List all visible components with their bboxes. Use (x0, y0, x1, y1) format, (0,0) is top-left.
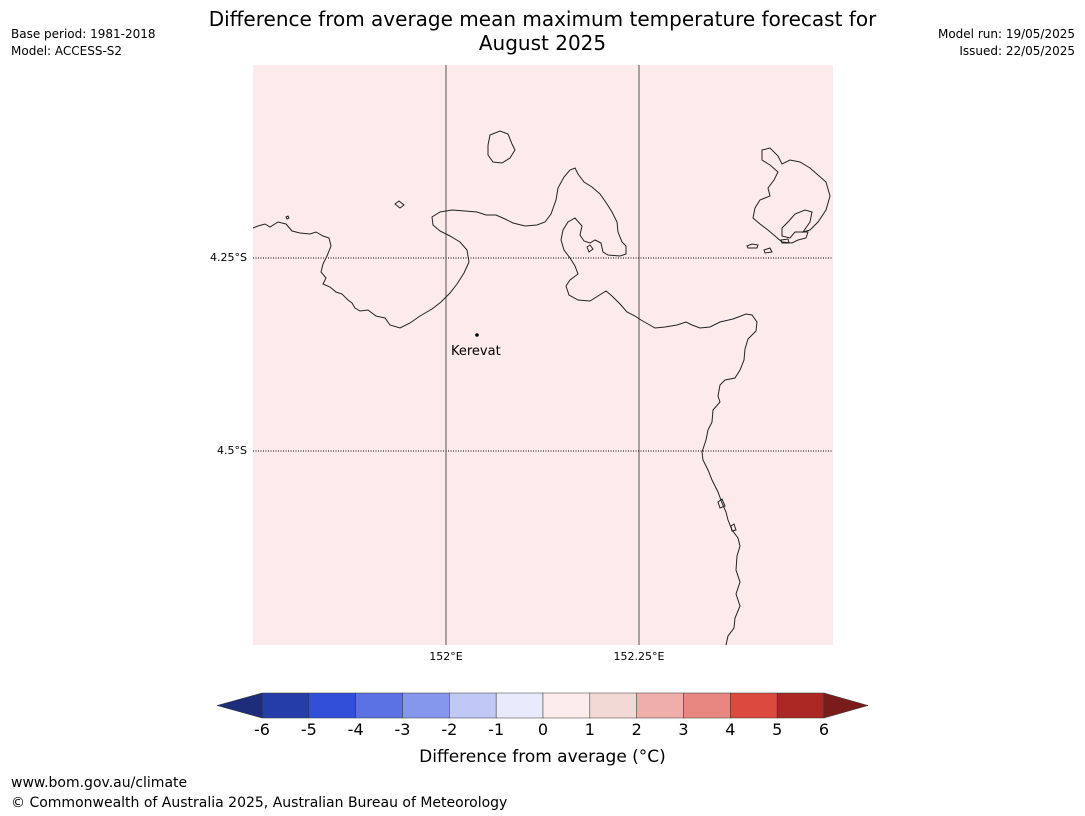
colorbar-tick-label: -5 (300, 720, 317, 739)
island-dot-west (285, 215, 290, 220)
island-east-small2 (763, 247, 773, 254)
base-period-text: Base period: 1981-2018 (11, 27, 156, 41)
colorbar-tick-label: 2 (631, 720, 642, 739)
island-north (487, 130, 516, 164)
colorbar-tick-label: -1 (488, 720, 505, 739)
island-small-west (394, 200, 405, 209)
kerevat-marker (475, 333, 479, 337)
map-title: Difference from average mean maximum tem… (180, 7, 905, 55)
colorbar-tick-label: -3 (394, 720, 411, 739)
coastline-main (252, 167, 758, 646)
lon-label-152: 152°E (429, 650, 463, 663)
colorbar-tick-label: 6 (818, 720, 830, 739)
island-east-small3 (780, 238, 790, 244)
title-line1: Difference from average mean maximum tem… (208, 7, 877, 31)
island-coast-2 (730, 523, 737, 532)
colorbar-tick-label: 3 (678, 720, 689, 739)
colorbar-tick-label: -2 (441, 720, 458, 739)
model-text: Model: ACCESS-S2 (11, 44, 123, 58)
footer-copyright: © Commonwealth of Australia 2025, Austra… (11, 795, 508, 811)
island-east-small4 (586, 244, 594, 253)
meta-right: Model run: 19/05/2025 Issued: 22/05/2025 (938, 26, 1075, 60)
island-east (752, 147, 831, 244)
colorbar-label: Difference from average (°C) (419, 747, 666, 767)
footer-url: www.bom.gov.au/climate (11, 775, 188, 791)
map-background (253, 65, 833, 645)
island-east-small1 (746, 243, 759, 249)
colorbar-tick-label: -6 (254, 720, 270, 739)
island-coast-1 (717, 498, 726, 509)
map: Kerevat (252, 65, 833, 646)
coastline (252, 130, 831, 646)
issued-text: Issued: 22/05/2025 (959, 44, 1075, 58)
colorbar-tick-label: 4 (725, 720, 736, 739)
title-line2: August 2025 (478, 31, 607, 55)
colorbar-tick-label: 5 (772, 720, 783, 739)
lon-label-152-25: 152.25°E (613, 650, 665, 663)
kerevat-label: Kerevat (451, 344, 501, 359)
colorbar-tick-label: 0 (537, 720, 549, 739)
colorbar-tick-label: -4 (347, 720, 364, 739)
meta-left: Base period: 1981-2018 Model: ACCESS-S2 (11, 26, 156, 60)
lat-label-4-25: 4.25°S (210, 251, 247, 264)
colorbar-tick-label: 1 (584, 720, 595, 739)
model-run-text: Model run: 19/05/2025 (937, 27, 1075, 41)
lat-label-4-5: 4.5°S (217, 444, 247, 457)
